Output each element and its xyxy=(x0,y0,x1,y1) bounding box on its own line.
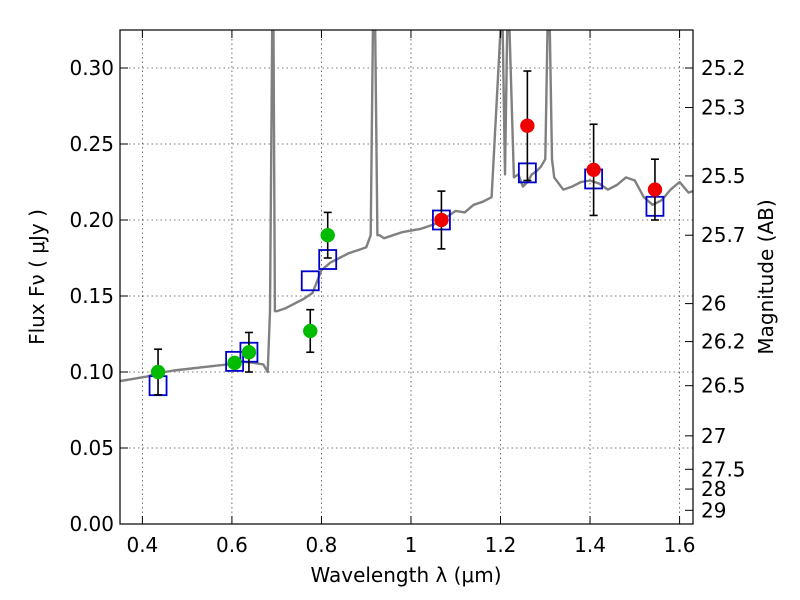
y-tick-label: 0.15 xyxy=(69,284,114,308)
red-data-point xyxy=(434,212,449,228)
spectrum-line xyxy=(120,30,693,383)
red-data-point xyxy=(647,182,663,197)
red-data-point xyxy=(520,118,535,134)
x-tick-label: 0.8 xyxy=(306,533,338,557)
x-tick-label: 1.4 xyxy=(574,533,606,557)
x-tick-label: 1 xyxy=(405,533,418,557)
green-data-point xyxy=(150,364,166,380)
green-data-point xyxy=(241,344,257,360)
x-tick-label: 0.6 xyxy=(216,533,248,557)
y-tick-label: 0.30 xyxy=(69,56,114,80)
magnitude-tick-label: 25.3 xyxy=(701,96,746,120)
green-data-point xyxy=(320,227,335,243)
x-axis-label: Wavelength λ (μm) xyxy=(310,563,501,587)
magnitude-tick-label: 27.5 xyxy=(701,457,746,481)
magnitude-tick-label: 27 xyxy=(701,424,726,448)
plot-layer xyxy=(120,30,693,397)
magnitude-tick-label: 26.5 xyxy=(701,374,746,398)
magnitude-tick-label: 25.5 xyxy=(701,164,746,188)
y2-axis-label: Magnitude (AB) xyxy=(754,199,778,354)
red-data-point xyxy=(586,162,601,178)
y-axis-label: Flux Fν ( μJy ) xyxy=(25,209,49,345)
magnitude-tick-label: 25.7 xyxy=(701,223,746,247)
y-tick-label: 0.05 xyxy=(69,436,114,460)
x-tick-label: 1.6 xyxy=(664,533,696,557)
x-tick-label: 0.4 xyxy=(126,533,158,557)
magnitude-tick-label: 26.2 xyxy=(701,330,746,354)
plot-frame xyxy=(119,29,694,525)
y-tick-label: 0.10 xyxy=(69,360,114,384)
x-tick-label: 1.2 xyxy=(485,533,517,557)
axis-layer: 0.4 0.6 0.8 1 1.2 1.4 1.6 0.00 0.05 0.10 0.15 0.20 0… xyxy=(69,30,746,557)
y-tick-label: 0.20 xyxy=(69,208,114,232)
green-data-point xyxy=(303,323,318,339)
green-data-point xyxy=(227,355,242,371)
grid-layer xyxy=(120,30,693,525)
magnitude-tick-label: 25.2 xyxy=(701,56,746,80)
y-tick-label: 0.25 xyxy=(69,132,114,156)
magnitude-tick-label: 28 xyxy=(701,477,726,501)
magnitude-tick-label: 29 xyxy=(701,498,726,522)
model-square-marker xyxy=(300,270,320,292)
magnitude-tick-label: 26 xyxy=(701,292,726,316)
y-tick-label: 0.00 xyxy=(69,512,114,536)
